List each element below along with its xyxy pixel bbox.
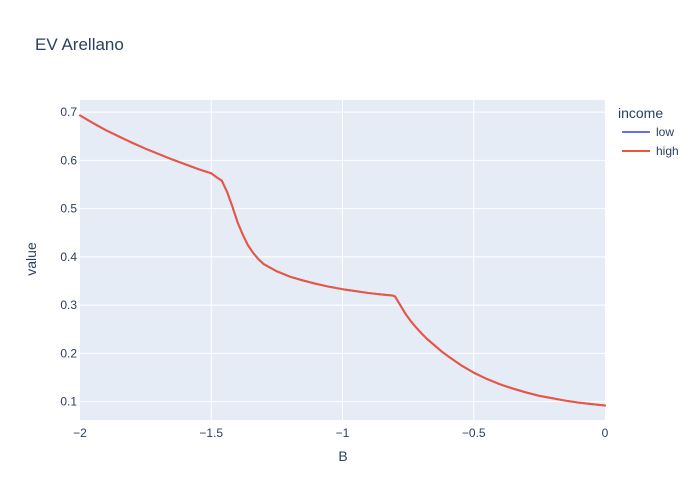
y-axis-title: value (23, 242, 39, 276)
x-tick-label: −1.5 (199, 426, 223, 440)
x-tick-label: 0 (602, 426, 609, 440)
y-gridlines (80, 111, 605, 403)
y-tick-label: 0.3 (60, 298, 77, 312)
legend-title: income (618, 105, 663, 121)
x-tick-label: −0.5 (462, 426, 486, 440)
x-gridlines (210, 100, 475, 420)
x-axis-title: B (338, 448, 347, 464)
y-tick-label: 0.7 (60, 105, 77, 119)
chart-title: EV Arellano (35, 35, 124, 54)
legend-label-low: low (656, 125, 674, 139)
series-lines (79, 114, 606, 407)
legend-label-high: high (656, 144, 679, 158)
y-tick-label: 0.6 (60, 153, 77, 167)
y-tick-label: 0.4 (60, 250, 77, 264)
legend: income low high (618, 105, 679, 158)
series-line-high (79, 114, 606, 407)
y-tick-labels: 0.1 0.2 0.3 0.4 0.5 0.6 0.7 (60, 105, 77, 409)
y-tick-label: 0.5 (60, 202, 77, 216)
y-tick-label: 0.2 (60, 346, 77, 360)
x-tick-label: −2 (73, 426, 87, 440)
y-tick-label: 0.1 (60, 395, 77, 409)
x-tick-label: −1 (336, 426, 350, 440)
x-tick-labels: −2 −1.5 −1 −0.5 0 (73, 426, 609, 440)
